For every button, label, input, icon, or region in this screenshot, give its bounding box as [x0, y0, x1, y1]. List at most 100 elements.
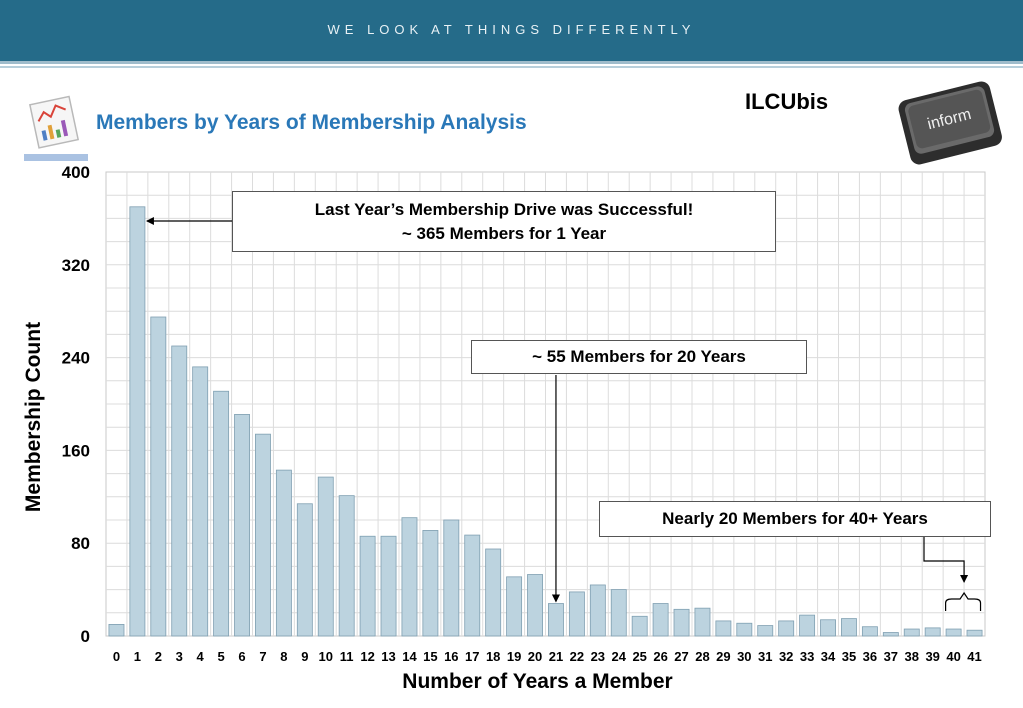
x-tick-label: 28	[695, 649, 709, 664]
bar-23	[589, 584, 606, 637]
x-tick-label: 8	[280, 649, 287, 664]
x-tick-label: 21	[549, 649, 563, 664]
x-tick-label: 18	[486, 649, 500, 664]
header-rule	[0, 66, 1023, 68]
x-tick-label: 29	[716, 649, 730, 664]
bar-11	[338, 495, 355, 637]
bar-35	[841, 618, 857, 637]
y-tick-label: 160	[62, 441, 90, 460]
callout-one-year: Last Year’s Membership Drive was Success…	[232, 191, 776, 252]
x-tick-label: 39	[925, 649, 939, 664]
logo-underline	[24, 154, 88, 161]
bar-7	[255, 433, 271, 637]
x-tick-label: 16	[444, 649, 458, 664]
x-tick-label: 27	[674, 649, 688, 664]
bar-41	[966, 629, 983, 637]
inform-key-icon: inform	[898, 81, 1002, 165]
bar-2	[150, 316, 167, 637]
x-tick-label: 35	[842, 649, 856, 664]
bar-33	[799, 614, 816, 637]
x-tick-label: 17	[465, 649, 479, 664]
y-axis-label: Membership Count	[22, 321, 45, 513]
bar-17	[464, 534, 481, 637]
bar-18	[485, 548, 502, 637]
x-tick-label: 4	[197, 649, 205, 664]
bar-38	[903, 628, 920, 637]
callout-forty-plus-years-line: Nearly 20 Members for 40+ Years	[662, 509, 928, 528]
x-tick-label: 20	[528, 649, 542, 664]
x-tick-label: 24	[612, 649, 627, 664]
bar-32	[778, 620, 795, 637]
chart-document-icon	[28, 95, 80, 149]
bar-34	[820, 619, 836, 637]
bar-28	[694, 607, 711, 637]
bar-16	[443, 519, 460, 637]
x-tick-label: 15	[423, 649, 437, 664]
x-tick-label: 30	[737, 649, 751, 664]
x-tick-label: 9	[301, 649, 308, 664]
y-tick-label: 80	[71, 534, 90, 553]
callout-twenty-years-line: ~ 55 Members for 20 Years	[532, 347, 746, 366]
y-tick-label: 320	[62, 256, 90, 275]
bar-22	[568, 591, 585, 637]
x-tick-label: 23	[591, 649, 605, 664]
bar-20	[527, 574, 543, 637]
bar-15	[422, 530, 439, 637]
arrow-forty-plus-years	[923, 537, 969, 583]
header-banner: WE LOOK AT THINGS DIFFERENTLY	[0, 0, 1023, 64]
bar-37	[882, 632, 899, 637]
x-tick-label: 32	[779, 649, 793, 664]
x-tick-label: 31	[758, 649, 772, 664]
x-tick-label: 12	[360, 649, 374, 664]
x-tick-label: 40	[946, 649, 960, 664]
page-title: Members by Years of Membership Analysis	[96, 111, 527, 134]
bar-4	[192, 366, 209, 637]
x-tick-label: 13	[381, 649, 395, 664]
bar-21	[548, 603, 564, 637]
bar-40	[945, 628, 962, 637]
x-tick-label: 25	[632, 649, 646, 664]
x-tick-label: 6	[238, 649, 245, 664]
bar-26	[652, 603, 669, 637]
bar-12	[359, 535, 376, 637]
bar-39	[924, 627, 941, 637]
x-tick-label: 33	[800, 649, 814, 664]
bar-3	[171, 345, 188, 637]
bar-24	[610, 589, 627, 637]
x-tick-label: 3	[176, 649, 183, 664]
callout-one-year-line-1: Last Year’s Membership Drive was Success…	[314, 200, 694, 219]
x-tick-label: 10	[319, 649, 333, 664]
bar-14	[401, 517, 418, 637]
y-tick-label: 240	[62, 349, 90, 368]
x-tick-label: 34	[821, 649, 836, 664]
x-tick-label: 26	[653, 649, 667, 664]
bar-8	[275, 469, 292, 637]
x-tick-label: 19	[507, 649, 521, 664]
bar-25	[631, 615, 648, 637]
x-tick-label: 41	[967, 649, 981, 664]
bar-27	[673, 608, 690, 637]
x-tick-label: 11	[340, 649, 354, 664]
y-tick-label: 400	[62, 163, 90, 182]
x-tick-label: 1	[134, 649, 141, 664]
bar-19	[506, 576, 523, 637]
header-tagline: WE LOOK AT THINGS DIFFERENTLY	[327, 22, 696, 37]
bar-6	[234, 414, 250, 637]
x-tick-label: 14	[402, 649, 417, 664]
callout-forty-plus-years: Nearly 20 Members for 40+ Years	[599, 501, 991, 537]
bar-10	[317, 476, 334, 637]
x-tick-label: 5	[217, 649, 224, 664]
bar-30	[736, 622, 753, 637]
bar-29	[715, 620, 732, 637]
bar-5	[213, 390, 230, 637]
y-tick-label: 0	[81, 627, 90, 646]
brand-name: ILCUbis	[745, 89, 829, 114]
callout-twenty-years: ~ 55 Members for 20 Years	[471, 340, 807, 374]
bar-13	[380, 535, 397, 637]
x-tick-label: 37	[884, 649, 898, 664]
bar-36	[861, 626, 878, 637]
x-tick-label: 0	[113, 649, 120, 664]
bar-31	[757, 625, 774, 637]
x-tick-label: 2	[155, 649, 162, 664]
bracket-forty-plus-years	[945, 591, 982, 611]
